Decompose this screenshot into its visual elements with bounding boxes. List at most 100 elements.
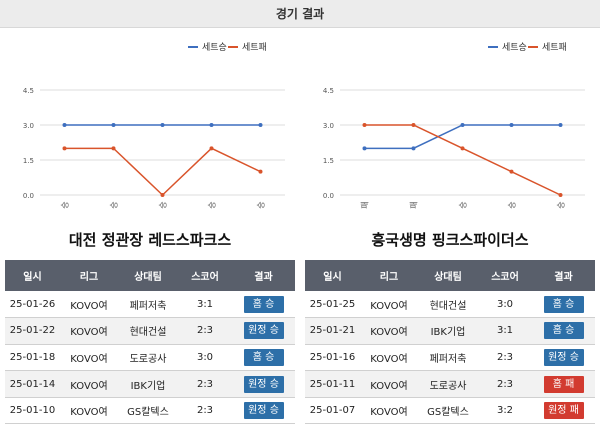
chart-left: 세트승 세트패 0.0 1.5 3.0 4.5 승 승 승 승 승 — [23, 42, 285, 209]
cell-opponent: 현대건설 — [418, 291, 478, 319]
y-tick-label: 4.5 — [23, 87, 34, 95]
header-league: 리그 — [360, 260, 418, 291]
results-table-right: 일시 리그 상대팀 스코어 결과 25-01-25 KOVO여 현대건설 3:0 홈 승… — [305, 260, 595, 425]
table-row: 25-01-16 KOVO여 페퍼저축 2:3 원정 승 — [305, 344, 595, 372]
x-tick-label: 패 — [360, 201, 370, 208]
header-date: 일시 — [305, 260, 360, 291]
table-header-row: 일시 리그 상대팀 스코어 결과 — [305, 260, 595, 291]
cell-opponent: 현대건설 — [118, 317, 178, 345]
cell-date: 25-01-25 — [305, 291, 360, 319]
cell-league: KOVO여 — [360, 344, 418, 372]
table-row: 25-01-22 KOVO여 현대건설 2:3 원정 승 — [5, 317, 295, 345]
series-line — [64, 147, 261, 197]
result-badge: 홈 패 — [543, 375, 584, 393]
data-point — [160, 123, 165, 127]
cell-result: 원정 승 — [232, 370, 295, 398]
result-badge: 홈 승 — [243, 348, 284, 366]
cell-opponent: GS칼텍스 — [118, 397, 178, 425]
cell-opponent: 페퍼저축 — [118, 291, 178, 319]
chart-right: 세트승 세트패 0.0 1.5 3.0 4.5 패 패 승 승 승 — [323, 42, 585, 209]
x-tick-label: 승 — [557, 201, 566, 208]
data-point — [362, 146, 367, 151]
cell-opponent: 도로공사 — [418, 370, 478, 398]
cell-score: 2:3 — [178, 370, 232, 398]
cell-date: 25-01-26 — [5, 291, 60, 319]
y-tick-label: 0.0 — [23, 192, 34, 200]
table-row: 25-01-18 KOVO여 도로공사 3:0 홈 승 — [5, 344, 295, 372]
cell-league: KOVO여 — [60, 370, 118, 398]
cell-league: KOVO여 — [360, 317, 418, 345]
x-tick-label: 승 — [459, 201, 468, 208]
cell-league: KOVO여 — [360, 370, 418, 398]
cell-result: 원정 패 — [532, 397, 595, 425]
y-tick-label: 3.0 — [23, 122, 34, 130]
cell-result: 홈 승 — [232, 291, 295, 319]
x-tick-label: 승 — [508, 201, 517, 208]
cell-date: 25-01-16 — [305, 344, 360, 372]
data-point — [111, 146, 116, 151]
cell-date: 25-01-21 — [305, 317, 360, 345]
x-tick-label: 승 — [257, 201, 266, 208]
x-tick-label: 승 — [61, 201, 70, 208]
x-tick-label: 패 — [409, 201, 419, 208]
y-tick-label: 1.5 — [23, 157, 34, 165]
legend-label: 세트패 — [242, 42, 267, 53]
cell-league: KOVO여 — [60, 397, 118, 425]
cell-result: 홈 패 — [532, 370, 595, 398]
data-point — [362, 123, 367, 127]
y-tick-label: 0.0 — [323, 192, 334, 200]
header-result: 결과 — [532, 260, 595, 291]
x-tick-label: 승 — [159, 201, 168, 208]
team-name-left: 대전 정관장 레드스파크스 — [68, 231, 232, 249]
data-point — [258, 169, 263, 174]
data-point — [509, 123, 514, 127]
data-point — [209, 123, 214, 127]
header-score: 스코어 — [478, 260, 532, 291]
cell-opponent: 도로공사 — [118, 344, 178, 372]
cell-opponent: 페퍼저축 — [418, 344, 478, 372]
series-line — [364, 124, 561, 150]
cell-league: KOVO여 — [60, 317, 118, 345]
result-badge: 원정 패 — [543, 402, 584, 420]
data-point — [558, 193, 563, 197]
cell-league: KOVO여 — [60, 291, 118, 319]
header-opponent: 상대팀 — [418, 260, 478, 291]
legend-label: 세트패 — [542, 42, 567, 53]
cell-league: KOVO여 — [360, 397, 418, 425]
table-row: 25-01-07 KOVO여 GS칼텍스 3:2 원정 패 — [305, 397, 595, 425]
data-point — [558, 123, 563, 127]
cell-opponent: IBK기업 — [418, 317, 478, 345]
result-badge: 원정 승 — [243, 322, 284, 340]
cell-score: 3:0 — [178, 344, 232, 372]
y-tick-label: 3.0 — [323, 122, 334, 130]
data-point — [160, 193, 165, 197]
table-row: 25-01-25 KOVO여 현대건설 3:0 홈 승 — [305, 291, 595, 319]
result-badge: 원정 승 — [543, 348, 584, 366]
table-header-row: 일시 리그 상대팀 스코어 결과 — [5, 260, 295, 291]
data-point — [460, 123, 465, 127]
table-row: 25-01-21 KOVO여 IBK기업 3:1 홈 승 — [305, 317, 595, 345]
cell-score: 2:3 — [478, 370, 532, 398]
results-table-left: 일시 리그 상대팀 스코어 결과 25-01-26 KOVO여 페퍼저축 3:1 홈 승… — [5, 260, 295, 425]
header-score: 스코어 — [178, 260, 232, 291]
cell-date: 25-01-11 — [305, 370, 360, 398]
table-row: 25-01-11 KOVO여 도로공사 2:3 홈 패 — [305, 370, 595, 398]
data-point — [460, 146, 465, 151]
cell-result: 홈 승 — [532, 291, 595, 319]
cell-result: 홈 승 — [532, 317, 595, 345]
header-league: 리그 — [60, 260, 118, 291]
cell-result: 홈 승 — [232, 344, 295, 372]
data-point — [258, 123, 263, 127]
cell-score: 3:1 — [478, 317, 532, 345]
page-title: 경기 결과 — [0, 0, 600, 28]
cell-result: 원정 승 — [232, 397, 295, 425]
legend-label: 세트승 — [502, 42, 527, 53]
cell-opponent: GS칼텍스 — [418, 397, 478, 425]
x-tick-label: 승 — [110, 201, 119, 208]
cell-league: KOVO여 — [360, 291, 418, 319]
cell-date: 25-01-10 — [5, 397, 60, 425]
cell-score: 3:0 — [478, 291, 532, 319]
team-name-right: 흥국생명 핑크스파이더스 — [371, 231, 529, 249]
table-row: 25-01-10 KOVO여 GS칼텍스 2:3 원정 승 — [5, 397, 295, 425]
cell-score: 2:3 — [178, 397, 232, 425]
